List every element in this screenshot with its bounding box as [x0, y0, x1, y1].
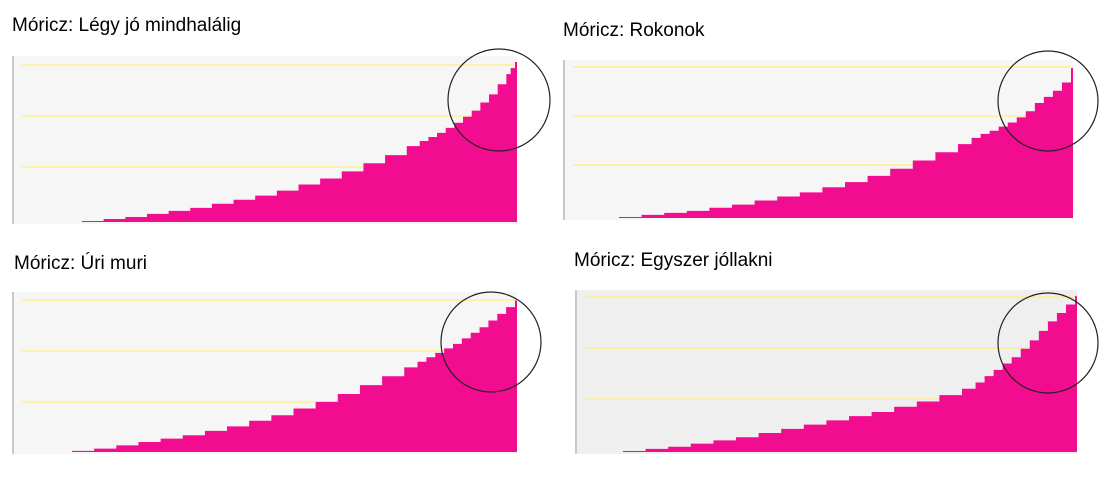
highlight-circle — [997, 292, 1099, 394]
distribution-area — [72, 300, 517, 452]
chart-plot — [12, 48, 551, 224]
highlight-circle — [447, 48, 551, 152]
highlight-circle — [997, 50, 1099, 152]
highlight-circle — [440, 291, 542, 393]
chart-title: Móricz: Rokonok — [563, 20, 705, 41]
chart-plot — [563, 50, 1099, 220]
distribution-area — [623, 296, 1077, 452]
chart-title: Móricz: Úri muri — [14, 253, 147, 274]
chart-title: Móricz: Légy jó mindhalálig — [12, 15, 242, 36]
chart-title: Móricz: Egyszer jóllakni — [574, 250, 773, 271]
chart-plot — [575, 290, 1099, 454]
distribution-area — [82, 62, 517, 223]
chart-plot — [12, 291, 542, 454]
distribution-area — [619, 68, 1073, 219]
